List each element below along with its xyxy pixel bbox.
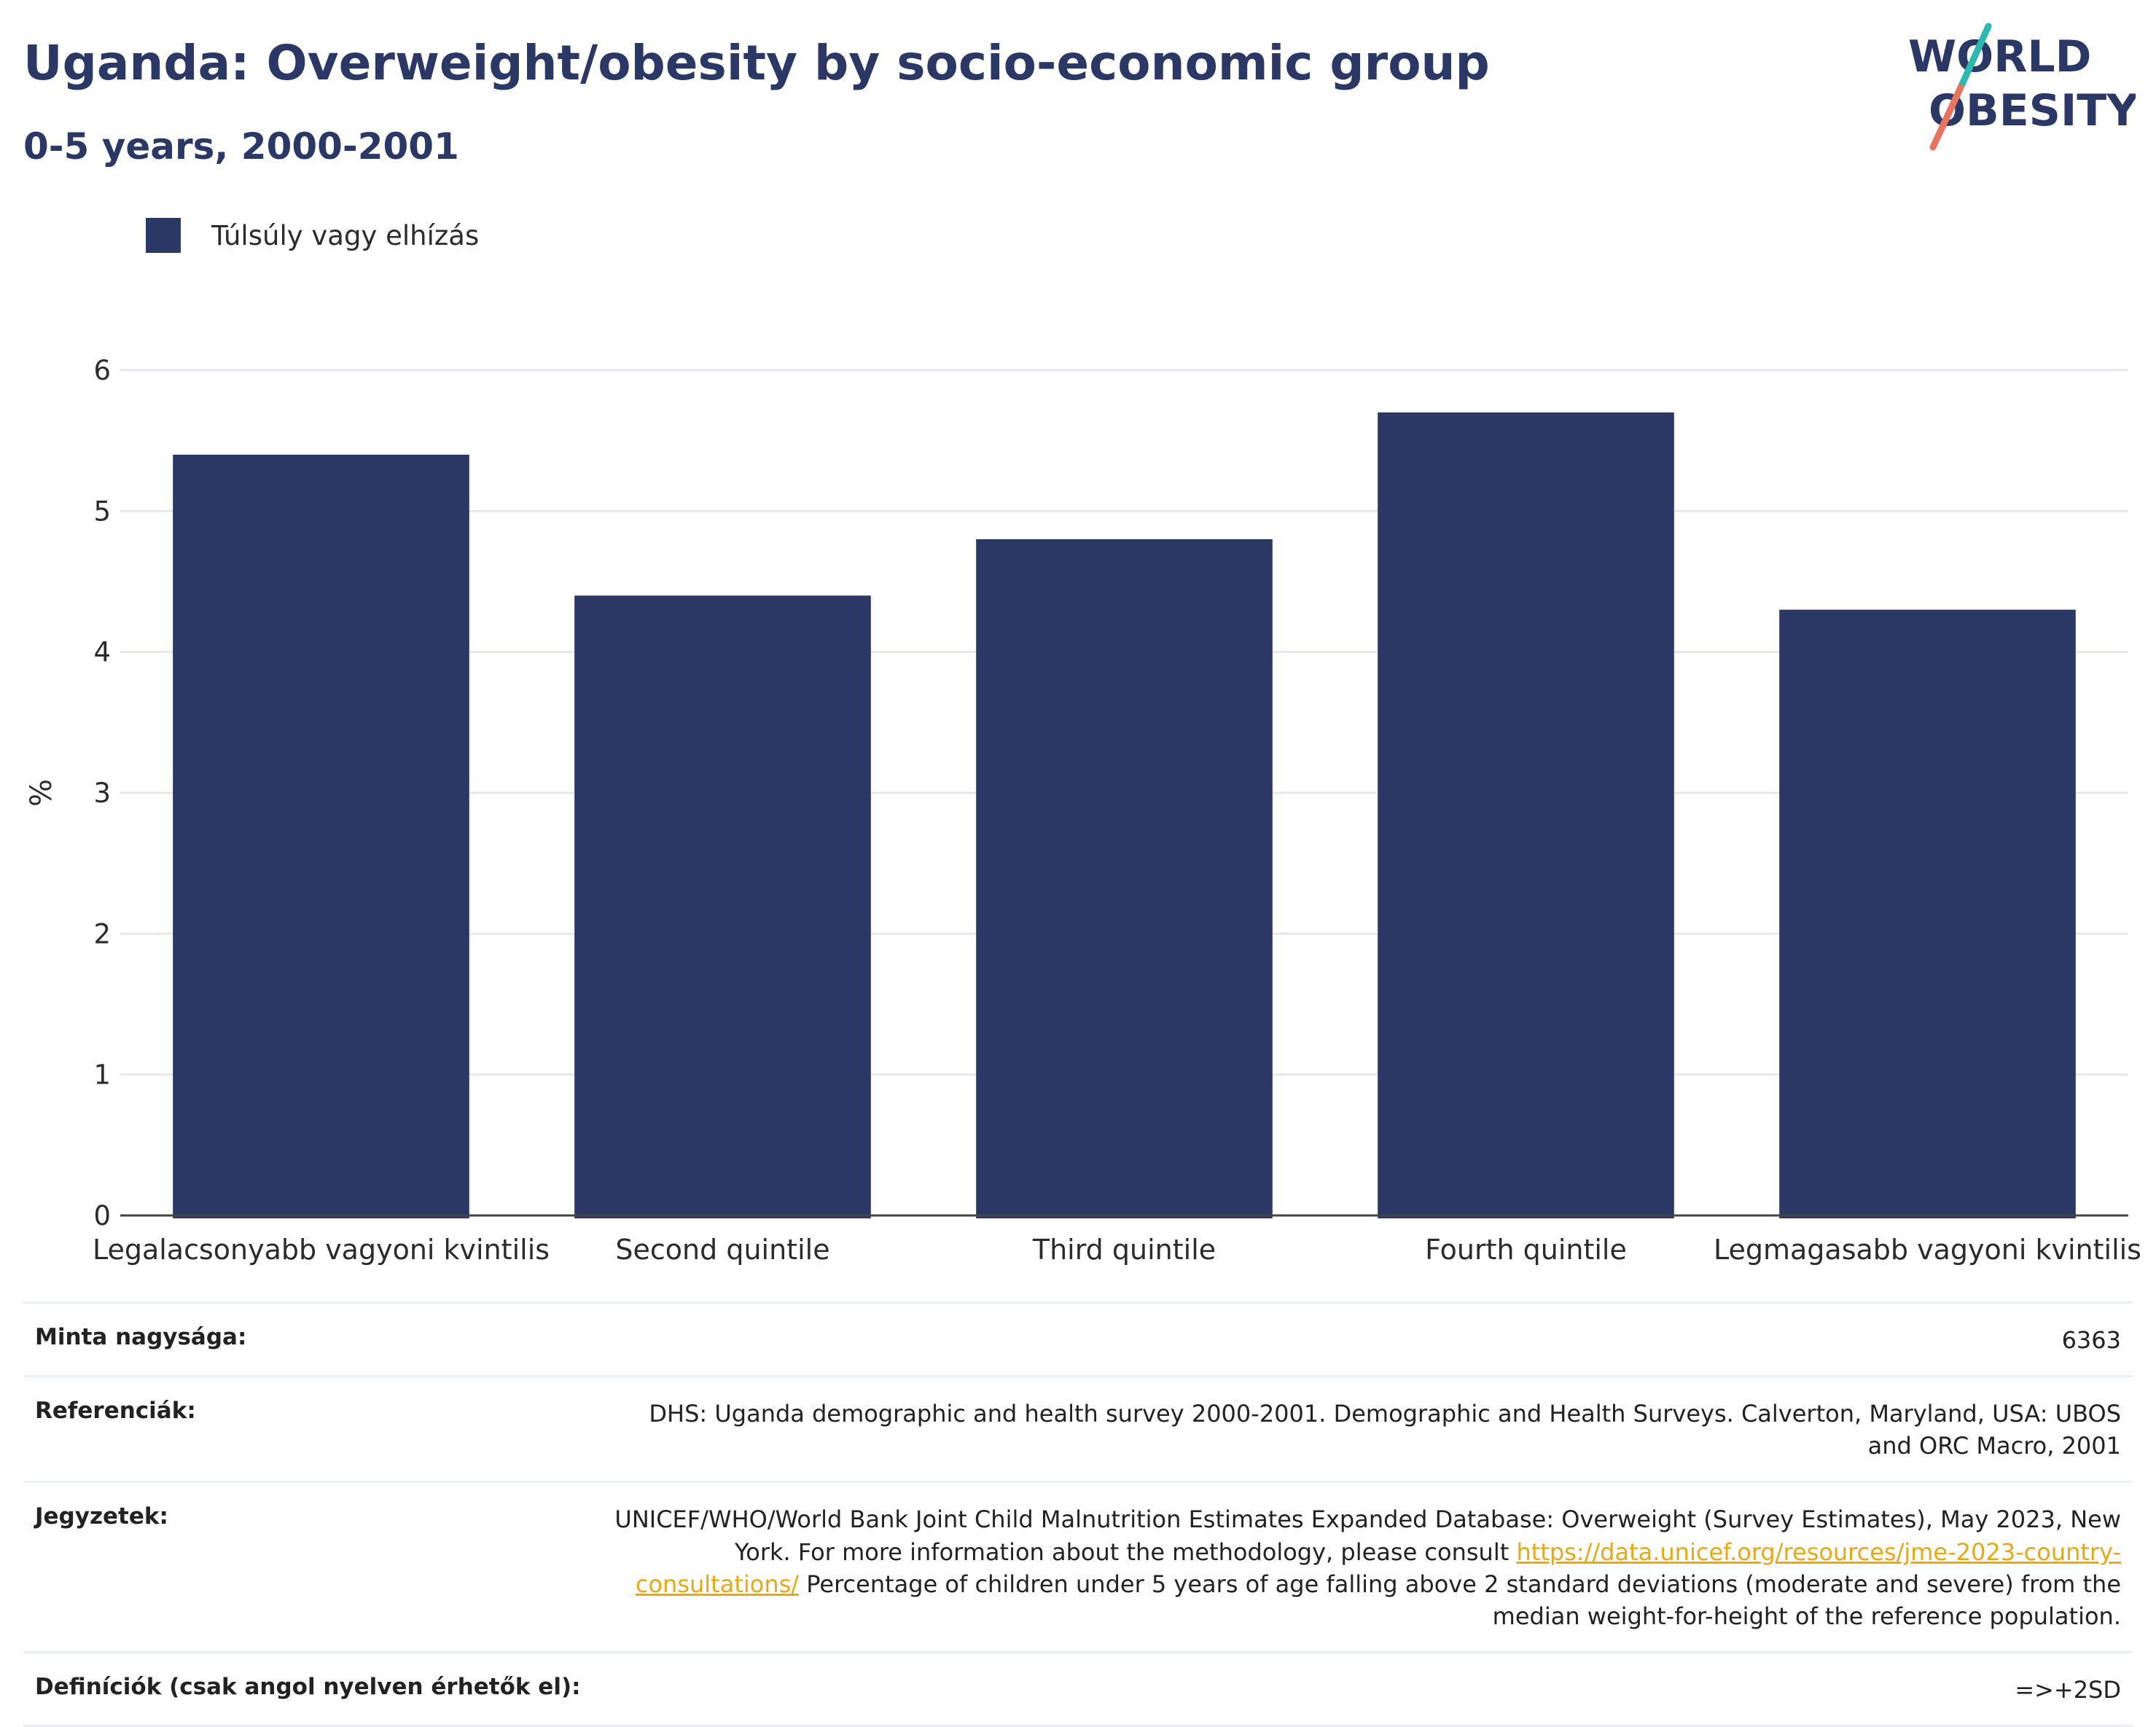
definitions-value: =>+2SD [2015, 1676, 2121, 1704]
y-tick-label-0: 0 [93, 1200, 111, 1231]
bars [173, 412, 2076, 1218]
info-row-sample: Minta nagysága: 6363 [23, 1301, 2133, 1375]
bar-4 [1378, 412, 1674, 1218]
logo-text-obesity: OBESITY [1929, 85, 2136, 136]
info-row-references: Referenciák: DHS: Uganda demographic and… [23, 1375, 2133, 1481]
y-tick-label-2: 2 [93, 918, 111, 949]
page-title: Uganda: Overweight/obesity by socio-econ… [23, 35, 1490, 91]
bar-2 [574, 595, 871, 1218]
world-obesity-logo: WORLD OBESITY [1908, 23, 2136, 151]
logo-text-world: WORLD [1908, 31, 2091, 82]
info-row-notes: Jegyzetek: UNICEF/WHO/World Bank Joint C… [23, 1481, 2133, 1651]
bar-3 [976, 539, 1273, 1218]
bar-chart: 0 1 2 3 4 5 6% Legalacsonyabb vagyoni kvintilis… [25, 355, 2141, 1266]
axis-labels: 0 1 2 3 4 5 6% Legalacsonyabb vagyoni kvintilis… [25, 355, 2141, 1266]
sample-size-label: Minta nagysága: [35, 1324, 247, 1350]
y-tick-label-5: 5 [93, 496, 111, 527]
legend-label: Túlsúly vagy elhízás [211, 219, 480, 251]
info-table: Minta nagysága: 6363 Referenciák: DHS: U… [23, 1301, 2133, 1727]
logo-slash-coral [1929, 84, 1964, 151]
notes-text-2: Percentage of children under 5 years of … [799, 1570, 2121, 1630]
legend-swatch [146, 218, 181, 253]
x-tick-label-1: Legalacsonyabb vagyoni kvintilis [93, 1234, 550, 1266]
references-label: Referenciák: [35, 1398, 196, 1425]
notes-label: Jegyzetek: [35, 1503, 168, 1530]
y-tick-label-4: 4 [93, 637, 111, 668]
sample-size-value: 6363 [2061, 1326, 2121, 1354]
chart-legend: Túlsúly vagy elhízás [146, 217, 479, 254]
bar-1 [173, 455, 469, 1218]
notes-text-1: UNICEF/WHO/World Bank Joint Child Malnut… [614, 1505, 2121, 1566]
references-value: DHS: Uganda demographic and health surve… [649, 1400, 2121, 1460]
methodology-link[interactable]: https://data.unicef.org/resources/jme-20… [635, 1538, 2121, 1598]
x-tick-label-3: Third quintile [1032, 1234, 1216, 1266]
logo-slash-teal [1957, 23, 1992, 91]
y-tick-label-3: 3 [93, 778, 111, 809]
bar-5 [1779, 609, 2076, 1218]
y-tick-label-6: 6 [93, 355, 111, 386]
page-subtitle: 0-5 years, 2000-2001 [23, 125, 459, 168]
x-tick-label-4: Fourth quintile [1425, 1234, 1627, 1266]
x-tick-label-5: Legmagasabb vagyoni kvintilis [1714, 1234, 2141, 1266]
y-tick-label-1: 1 [93, 1060, 111, 1091]
x-tick-label-2: Second quintile [615, 1234, 829, 1266]
notes-value: UNICEF/WHO/World Bank Joint Child Malnut… [605, 1503, 2121, 1632]
y-axis-label: % [25, 779, 58, 807]
definitions-label: Definíciók (csak angol nyelven érhetők e… [35, 1674, 581, 1701]
info-row-definitions: Definíciók (csak angol nyelven érhetők e… [23, 1651, 2133, 1727]
